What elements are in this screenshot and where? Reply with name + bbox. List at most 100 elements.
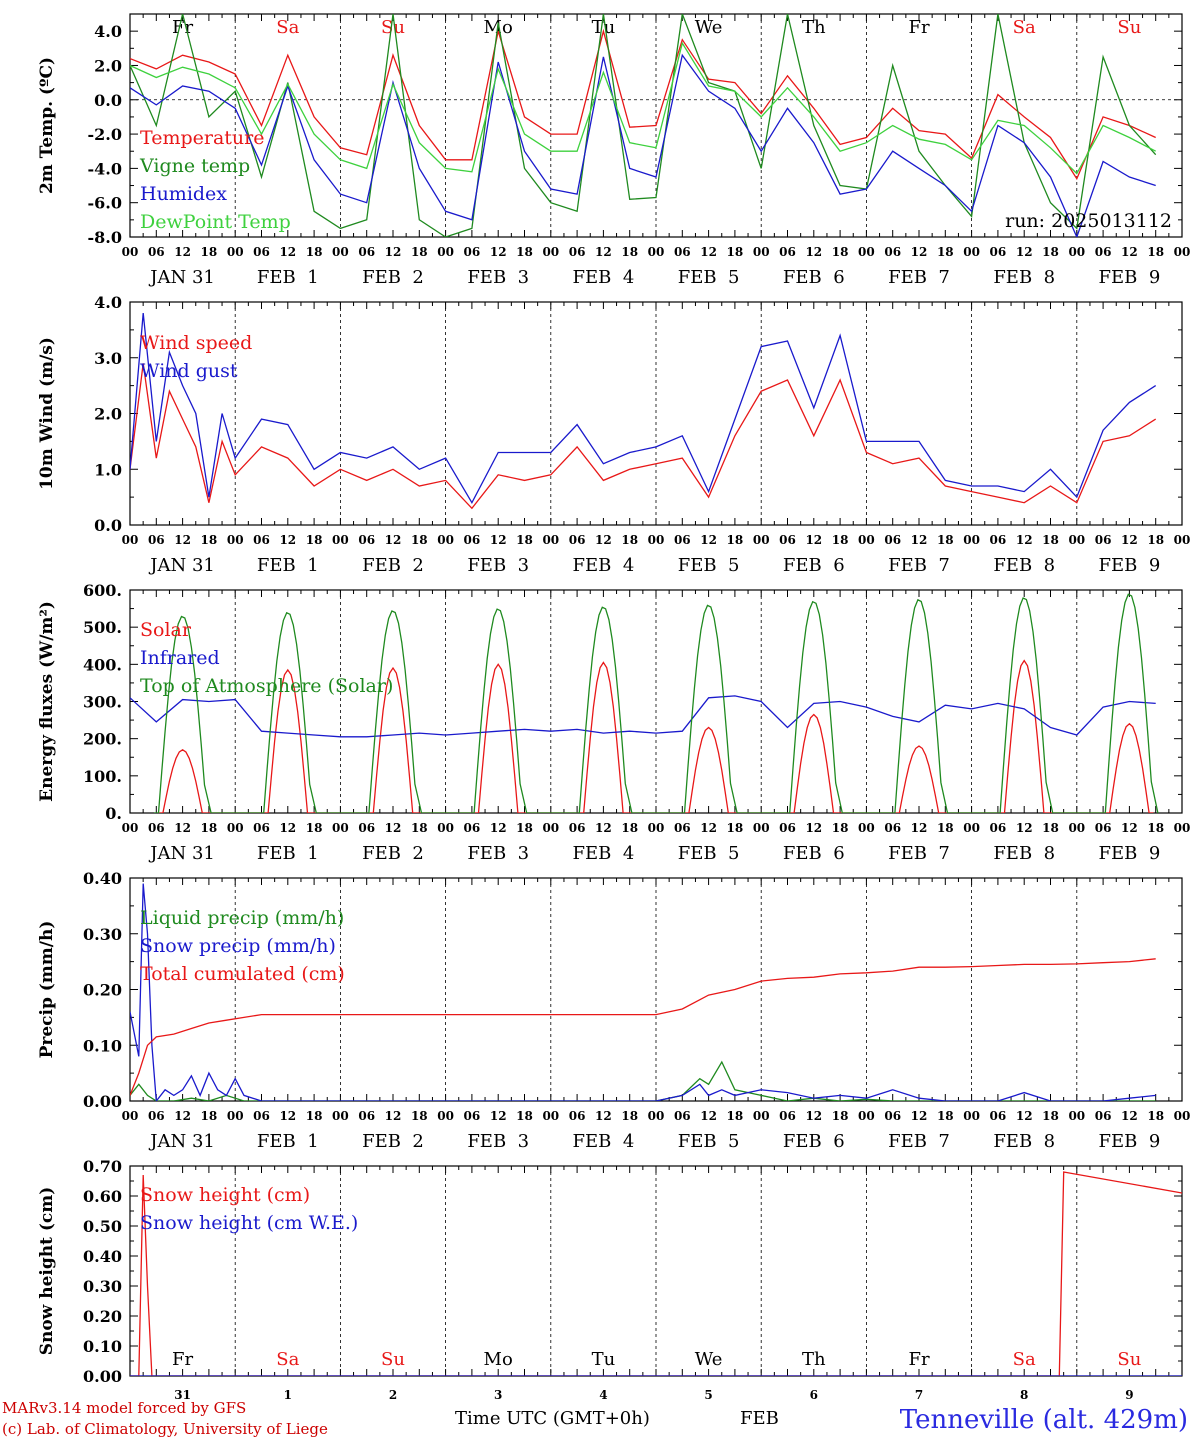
hour-tick-label: 12 bbox=[595, 821, 612, 835]
weekday-label: Su bbox=[381, 17, 405, 38]
hour-tick-label: 18 bbox=[201, 245, 218, 259]
y-tick-label: 0.10 bbox=[83, 1036, 122, 1055]
weekday-label: Sa bbox=[1013, 17, 1036, 38]
hour-tick-label: 18 bbox=[937, 533, 954, 547]
hour-tick-label: 18 bbox=[516, 245, 533, 259]
hour-tick-label: 06 bbox=[1095, 1109, 1112, 1123]
hour-tick-label: 18 bbox=[832, 533, 849, 547]
hour-tick-label: 12 bbox=[700, 1109, 717, 1123]
month-label: FEB bbox=[740, 1408, 779, 1429]
y-tick-label: 0.70 bbox=[83, 1157, 122, 1176]
date-label: FEB 1 bbox=[257, 843, 319, 864]
hour-tick-label: 06 bbox=[884, 245, 901, 259]
hour-tick-label: 06 bbox=[779, 245, 796, 259]
date-label: FEB 8 bbox=[993, 1131, 1055, 1152]
weekday-label: Fr bbox=[172, 1349, 193, 1370]
hour-tick-label: 00 bbox=[858, 821, 875, 835]
y-axis-label: Snow height (cm) bbox=[37, 1187, 57, 1356]
hour-tick-label: 12 bbox=[1121, 245, 1138, 259]
hour-tick-label: 12 bbox=[911, 533, 928, 547]
y-tick-label: 0.40 bbox=[83, 1247, 122, 1266]
hour-tick-label: 00 bbox=[1068, 821, 1085, 835]
y-tick-label: 600. bbox=[83, 581, 122, 600]
hour-tick-label: 00 bbox=[1174, 533, 1191, 547]
hour-tick-label: 12 bbox=[490, 821, 507, 835]
y-axis-label: Energy fluxes (W/m²) bbox=[37, 601, 57, 802]
hour-tick-label: 00 bbox=[227, 533, 244, 547]
series-group bbox=[130, 1171, 1182, 1376]
hour-tick-label: 12 bbox=[279, 533, 296, 547]
date-label: FEB 6 bbox=[783, 267, 845, 288]
panel-3: 600. 500. 400. 300. 200. 100. 0. Energy fluxes … bbox=[37, 581, 1190, 864]
hour-tick-label: 18 bbox=[727, 245, 744, 259]
hour-tick-label: 12 bbox=[279, 1109, 296, 1123]
weekday-label: Sa bbox=[1013, 1349, 1036, 1370]
y-tick-label: 0.0 bbox=[94, 91, 122, 110]
weekday-label: Su bbox=[1117, 1349, 1141, 1370]
date-label: FEB 2 bbox=[362, 555, 424, 576]
legend-entry: Solar bbox=[140, 619, 192, 641]
date-label: FEB 1 bbox=[257, 1131, 319, 1152]
date-label: JAN 31 bbox=[148, 267, 215, 288]
date-label: FEB 2 bbox=[362, 267, 424, 288]
legend-entry: Infrared bbox=[140, 647, 220, 669]
hour-tick-label: 18 bbox=[621, 245, 638, 259]
legend-entry: Humidex bbox=[140, 183, 227, 205]
hour-tick-label: 06 bbox=[674, 245, 691, 259]
hour-tick-label: 06 bbox=[569, 533, 586, 547]
date-label: FEB 3 bbox=[467, 267, 529, 288]
hour-tick-label: 06 bbox=[1095, 821, 1112, 835]
date-label: FEB 5 bbox=[678, 843, 740, 864]
y-tick-label: 0.00 bbox=[83, 1092, 122, 1111]
hour-tick-label: 12 bbox=[700, 245, 717, 259]
date-label: FEB 5 bbox=[678, 267, 740, 288]
hour-tick-label: 06 bbox=[674, 1109, 691, 1123]
series-line-total-cumulated-cm bbox=[130, 958, 1156, 1096]
y-tick-label: -2.0 bbox=[88, 125, 122, 144]
hour-tick-label: 18 bbox=[306, 533, 323, 547]
hour-tick-label: 12 bbox=[490, 245, 507, 259]
hour-tick-label: 06 bbox=[884, 821, 901, 835]
date-label: FEB 2 bbox=[362, 843, 424, 864]
y-tick-label: 0.20 bbox=[83, 1307, 122, 1326]
hour-tick-label: 18 bbox=[201, 533, 218, 547]
hour-tick-label: 00 bbox=[648, 533, 665, 547]
series-line-snow-precip-mm-h bbox=[130, 883, 1156, 1101]
date-label: FEB 6 bbox=[783, 1131, 845, 1152]
hour-tick-label: 12 bbox=[805, 245, 822, 259]
hour-tick-label: 12 bbox=[1016, 533, 1033, 547]
hour-tick-label: 18 bbox=[201, 821, 218, 835]
hour-tick-label: 18 bbox=[1042, 1109, 1059, 1123]
date-label: FEB 7 bbox=[888, 555, 950, 576]
hour-tick-label: 12 bbox=[490, 1109, 507, 1123]
hour-tick-label: 18 bbox=[832, 1109, 849, 1123]
hour-tick-label: 00 bbox=[1068, 533, 1085, 547]
date-label: FEB 9 bbox=[1099, 1131, 1161, 1152]
day-number-label: 9 bbox=[1125, 1388, 1133, 1402]
hour-tick-label: 18 bbox=[411, 245, 428, 259]
y-tick-label: 2.0 bbox=[94, 56, 122, 75]
hour-tick-label: 00 bbox=[437, 1109, 454, 1123]
hour-tick-label: 06 bbox=[358, 821, 375, 835]
y-tick-label: 1.0 bbox=[94, 460, 122, 479]
hour-tick-label: 06 bbox=[148, 821, 165, 835]
hour-tick-label: 12 bbox=[385, 821, 402, 835]
hour-tick-label: 00 bbox=[227, 245, 244, 259]
y-tick-label: 0.20 bbox=[83, 981, 122, 1000]
y-tick-label: -8.0 bbox=[88, 228, 122, 247]
hour-tick-label: 18 bbox=[937, 1109, 954, 1123]
hour-tick-label: 06 bbox=[253, 1109, 270, 1123]
day-number-label: 31 bbox=[174, 1388, 191, 1402]
hour-tick-label: 06 bbox=[464, 821, 481, 835]
legend-entry: Total cumulated (cm) bbox=[140, 963, 345, 985]
hour-tick-label: 06 bbox=[990, 245, 1007, 259]
hour-tick-label: 00 bbox=[122, 533, 139, 547]
date-label: FEB 1 bbox=[257, 555, 319, 576]
series-line-infrared bbox=[130, 695, 1156, 738]
hour-tick-label: 06 bbox=[148, 533, 165, 547]
hour-tick-label: 12 bbox=[174, 533, 191, 547]
hour-tick-label: 12 bbox=[805, 821, 822, 835]
hour-tick-label: 06 bbox=[253, 245, 270, 259]
y-axis-label: Precip (mm/h) bbox=[37, 921, 57, 1059]
series-line-solar bbox=[158, 659, 1154, 813]
